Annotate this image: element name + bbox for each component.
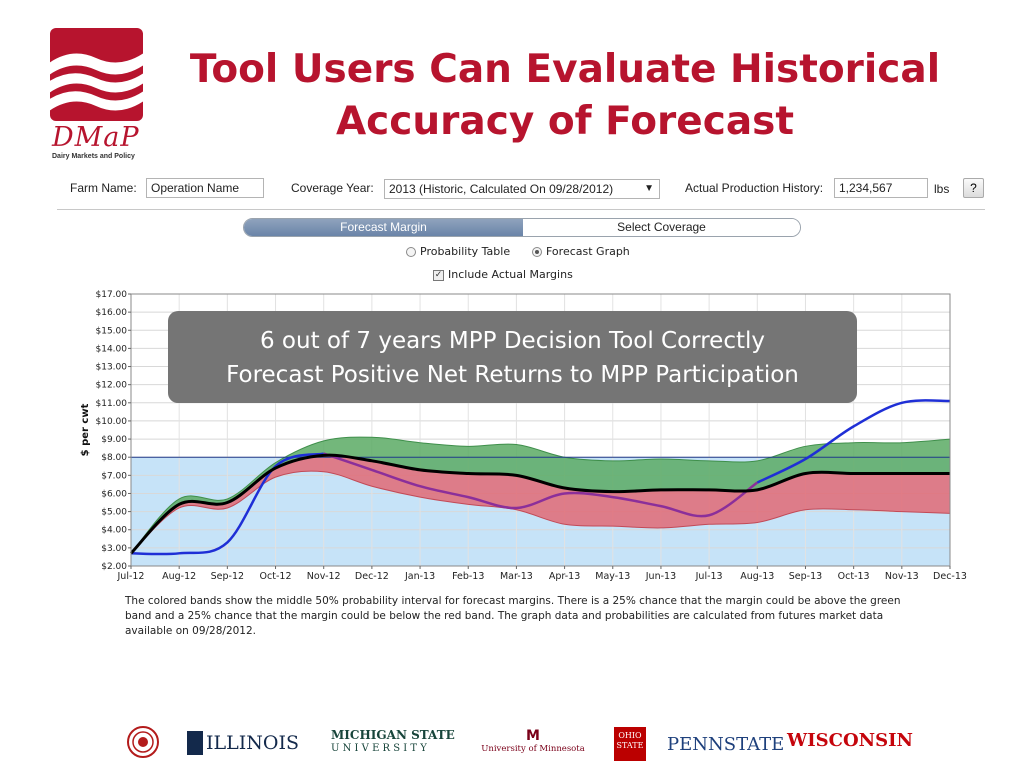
x-tick-label: Nov-12 [307, 571, 341, 582]
coverage-year-label: Coverage Year: [291, 181, 374, 195]
page-title-line-2: Accuracy of Forecast [335, 99, 795, 144]
y-tick-label: $6.00 [101, 489, 127, 499]
x-tick-label: Aug-12 [162, 571, 196, 582]
forecast-graph-label: Forecast Graph [546, 245, 630, 258]
help-button[interactable]: ? [963, 178, 984, 198]
coverage-year-value: 2013 (Historic, Calculated On 09/28/2012… [389, 182, 614, 196]
y-tick-label: $15.00 [96, 326, 128, 336]
y-tick-label: $8.00 [101, 453, 127, 463]
callout-box: 6 out of 7 years MPP Decision Tool Corre… [168, 311, 857, 403]
callout-line-1: 6 out of 7 years MPP Decision Tool Corre… [259, 328, 765, 354]
x-tick-label: Apr-13 [549, 571, 580, 582]
x-tick-label: Jul-13 [695, 571, 723, 582]
x-tick-label: Jun-13 [645, 571, 676, 582]
y-tick-label: $4.00 [101, 526, 127, 536]
y-tick-label: $10.00 [96, 417, 128, 427]
dmap-logo: DMaP Dairy Markets and Policy [50, 28, 148, 162]
actual-margin-line [130, 452, 325, 556]
y-tick-label: $3.00 [101, 544, 127, 554]
x-tick-label: May-13 [595, 571, 630, 582]
include-actual-checkbox[interactable]: ✓ [433, 270, 444, 281]
tab-select-coverage[interactable]: Select Coverage [523, 219, 800, 236]
x-tick-label: Feb-13 [452, 571, 484, 582]
actual-margin-line-alt [323, 452, 759, 518]
y-tick-label: $7.00 [101, 471, 127, 481]
y-tick-label: $11.00 [96, 399, 128, 409]
y-tick-label: $14.00 [96, 344, 128, 354]
form-divider [57, 209, 985, 210]
x-tick-label: Jul-12 [117, 571, 145, 582]
x-tick-label: Nov-13 [885, 571, 919, 582]
actual-margin-line [756, 399, 951, 484]
x-tick-label: Jan-13 [404, 571, 435, 582]
production-history-label: Actual Production History: [685, 181, 824, 195]
view-tabs: Forecast Margin Select Coverage [243, 218, 801, 237]
farm-name-input[interactable]: Operation Name [146, 178, 264, 198]
wisconsin-logo: WISCONSIN [787, 730, 913, 751]
illinois-logo: ILLINOIS [187, 731, 299, 755]
chart-explanation: The colored bands show the middle 50% pr… [125, 595, 901, 637]
x-tick-label: Aug-13 [740, 571, 774, 582]
y-tick-label: $16.00 [96, 308, 128, 318]
dmap-logo-mark [50, 28, 143, 121]
tab-forecast-margin[interactable]: Forecast Margin [244, 219, 523, 236]
x-tick-label: Mar-13 [500, 571, 533, 582]
y-tick-label: $9.00 [101, 435, 127, 445]
production-history-input[interactable]: 1,234,567 [834, 178, 928, 198]
callout-line-2: Forecast Positive Net Returns to MPP Par… [226, 362, 799, 388]
x-tick-label: Oct-13 [838, 571, 870, 582]
university-seal-logo [127, 726, 159, 758]
coverage-year-select[interactable]: 2013 (Historic, Calculated On 09/28/2012… [384, 179, 660, 199]
minnesota-logo: M University of Minnesota [481, 728, 585, 754]
x-tick-label: Oct-12 [260, 571, 292, 582]
y-axis-label: $ per cwt [80, 403, 91, 456]
penn-state-logo: PENNSTATE [667, 734, 785, 755]
x-tick-label: Sep-13 [789, 571, 822, 582]
y-tick-label: $13.00 [96, 363, 128, 373]
page-title: Tool Users Can Evaluate Historical Accur… [180, 44, 950, 148]
y-tick-label: $12.00 [96, 381, 128, 391]
y-tick-label: $17.00 [96, 290, 128, 300]
forecast-median-line [129, 453, 950, 555]
y-tick-label: $2.00 [101, 562, 127, 572]
plot-border [130, 293, 951, 567]
ohio-state-logo: OHIO STATE [614, 727, 646, 761]
dmap-logo-text: DMaP [52, 122, 140, 153]
dmap-logo-subtitle: Dairy Markets and Policy [52, 153, 135, 160]
production-unit: lbs [934, 182, 950, 196]
chevron-down-icon: ▼ [644, 183, 654, 194]
y-tick-label: $5.00 [101, 508, 127, 518]
probability-table-radio[interactable] [406, 247, 416, 257]
probability-table-label: Probability Table [420, 245, 511, 258]
forecast-graph-radio[interactable] [532, 247, 542, 257]
x-tick-label: Dec-13 [933, 571, 967, 582]
page-title-line-1: Tool Users Can Evaluate Historical [189, 47, 941, 92]
include-actual-label: Include Actual Margins [448, 268, 573, 281]
michigan-state-logo: MICHIGAN STATE U N I V E R S I T Y [331, 728, 455, 754]
x-tick-label: Dec-12 [355, 571, 389, 582]
farm-name-label: Farm Name: [70, 181, 137, 195]
x-tick-label: Sep-12 [211, 571, 244, 582]
